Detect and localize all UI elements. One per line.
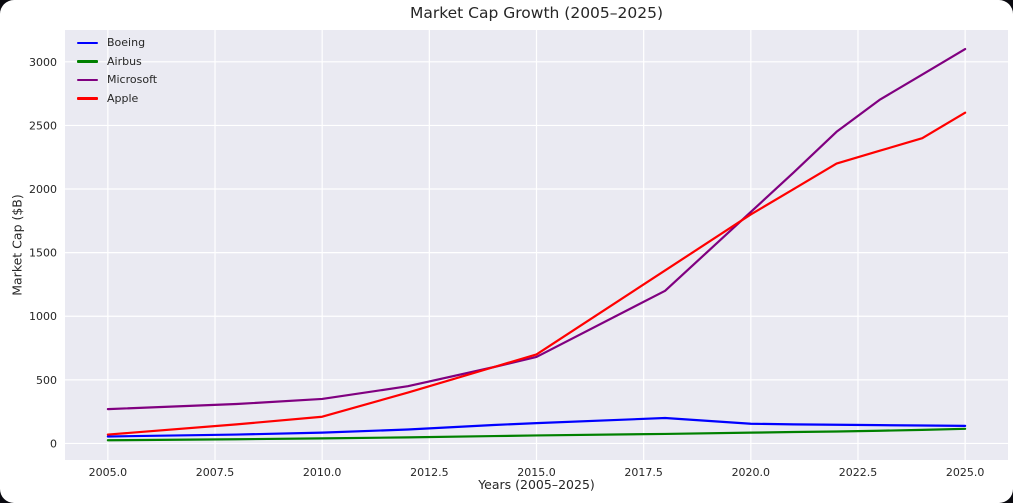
y-tick-label: 2000 [29,183,57,196]
legend-label: Boeing [107,36,146,49]
series-line-airbus [106,427,967,442]
x-tick-label: 2010.0 [303,466,342,479]
legend-line-swatch [77,78,98,82]
x-tick-label: 2007.5 [196,466,235,479]
legend: Boeing Airbus Microsoft Apple [77,36,157,106]
y-axis-label: Market Cap ($B) [9,194,25,296]
y-tick-label: 2500 [29,119,57,132]
x-tick-label: 2022.5 [839,466,878,479]
legend-item-airbus: Airbus [77,55,157,69]
y-tick-label: 0 [50,437,57,450]
series-line-boeing [106,416,967,438]
y-tick-label: 1000 [29,310,57,323]
legend-line-swatch [77,41,98,45]
x-tick-label: 2005.0 [89,466,128,479]
legend-item-boeing: Boeing [77,36,157,50]
legend-line-swatch [77,60,98,63]
y-tick-label: 500 [36,374,57,387]
series-line-microsoft [106,47,967,411]
x-tick-label: 2012.5 [410,466,449,479]
legend-label: Apple [107,91,139,105]
series-line-apple [106,111,967,436]
x-axis-label: Years (2005–2025) [478,477,595,492]
legend-item-microsoft: Microsoft [77,73,157,87]
x-tick-label: 2015.0 [517,466,556,479]
x-tick-label: 2017.5 [624,466,663,479]
x-tick-label: 2020.0 [732,466,771,479]
y-tick-label: 3000 [29,56,57,69]
chart-title: Market Cap Growth (2005–2025) [409,4,664,22]
legend-line-swatch [77,97,98,100]
x-tick-label: 2025.0 [946,466,985,479]
y-tick-label: 1500 [29,247,57,260]
legend-label: Microsoft [107,73,158,86]
legend-label: Airbus [107,54,142,68]
legend-item-apple: Apple [77,92,157,106]
